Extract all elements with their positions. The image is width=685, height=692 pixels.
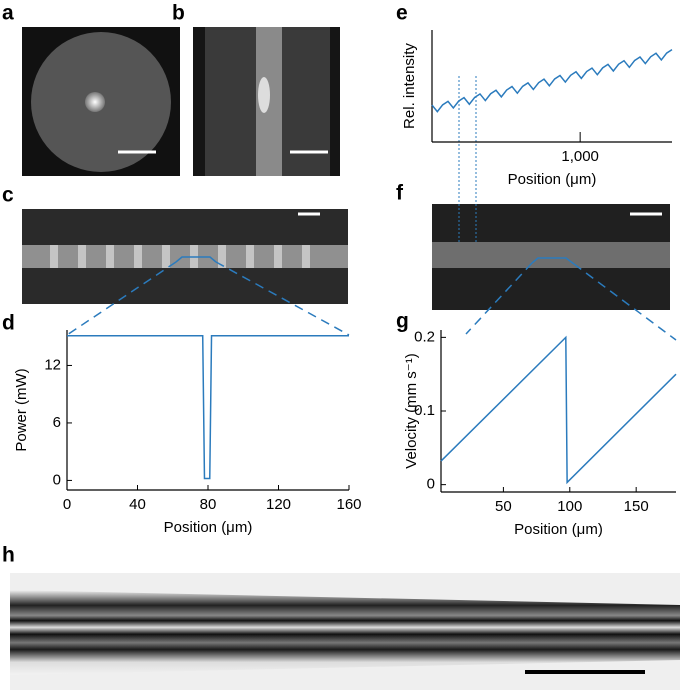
y-axis-label: Velocity (mm s⁻¹) [403, 353, 420, 468]
y-axis-label: Power (mW) [13, 368, 30, 451]
data-line [440, 335, 677, 485]
image-b [193, 27, 340, 176]
x-tick-label: 1,000 [561, 148, 599, 165]
y-tick-label: 6 [53, 414, 61, 431]
panel-label: e [396, 2, 408, 25]
x-tick-label: 0 [63, 496, 71, 513]
y-tick-label: 0 [53, 471, 61, 488]
image-f [432, 204, 670, 310]
zoom-line [215, 261, 350, 336]
x-tick-label: 160 [336, 496, 361, 513]
data-line [431, 48, 673, 113]
x-tick-label: 80 [200, 496, 217, 513]
x-tick-label: 50 [495, 498, 512, 515]
zoom-line [66, 261, 177, 336]
panel-label: a [2, 2, 14, 25]
panel-label: h [2, 544, 15, 567]
panel-label: c [2, 184, 14, 207]
zoom-line [465, 262, 533, 335]
x-tick-label: 120 [266, 496, 291, 513]
image-a [22, 27, 180, 176]
y-tick-label: 0.2 [414, 328, 435, 345]
panel-label: b [172, 2, 185, 25]
panel-label: d [2, 312, 15, 335]
x-axis-label: Position (μm) [164, 519, 253, 536]
x-tick-label: 150 [624, 498, 649, 515]
y-tick-label: 0.1 [414, 402, 435, 419]
x-axis-label: Position (μm) [514, 521, 603, 538]
image-h [10, 573, 680, 690]
panel-label: f [396, 182, 404, 205]
x-tick-label: 100 [557, 498, 582, 515]
x-tick-label: 40 [129, 496, 146, 513]
image-c [22, 209, 348, 304]
panel-label: g [396, 310, 409, 333]
y-tick-label: 0 [427, 476, 435, 493]
y-axis-label: Rel. intensity [401, 43, 418, 129]
y-tick-label: 12 [44, 356, 61, 373]
x-axis-label: Position (μm) [508, 171, 597, 188]
data-line [67, 334, 349, 480]
zoom-line [573, 263, 677, 341]
